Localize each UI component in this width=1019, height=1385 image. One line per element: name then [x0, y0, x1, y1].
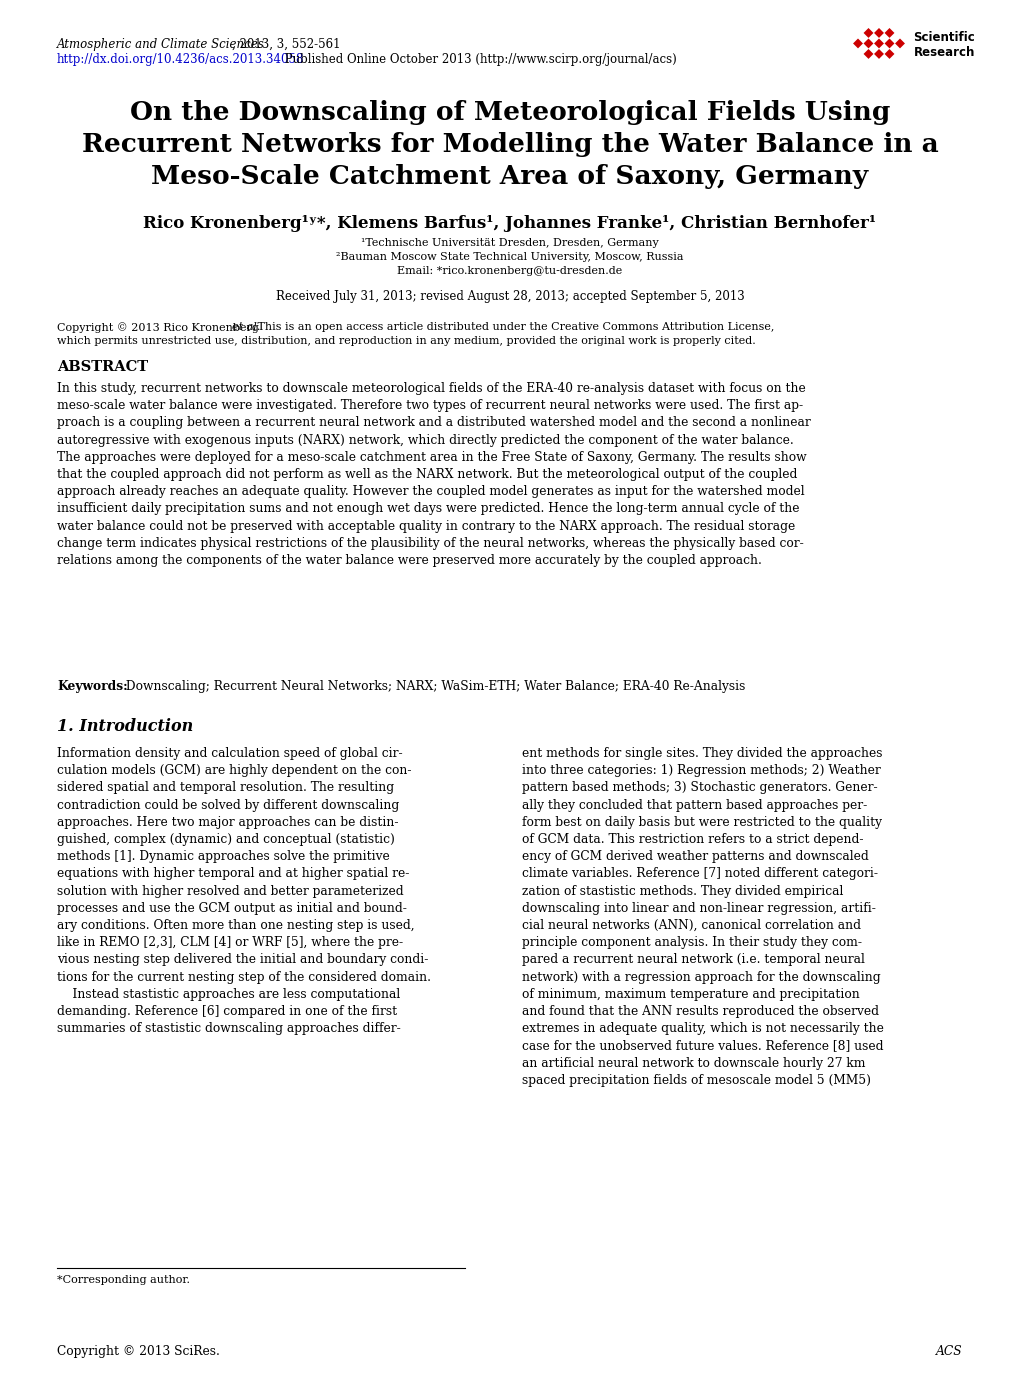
Text: , 2013, 3, 552-561: , 2013, 3, 552-561	[231, 37, 340, 51]
Polygon shape	[895, 39, 904, 48]
Polygon shape	[873, 48, 883, 60]
Polygon shape	[883, 48, 894, 60]
Text: Recurrent Networks for Modelling the Water Balance in a: Recurrent Networks for Modelling the Wat…	[82, 132, 937, 157]
Polygon shape	[863, 48, 872, 60]
Text: which permits unrestricted use, distribution, and reproduction in any medium, pr: which permits unrestricted use, distribu…	[57, 337, 755, 346]
Text: ²Bauman Moscow State Technical University, Moscow, Russia: ²Bauman Moscow State Technical Universit…	[336, 252, 683, 262]
Text: Rico Kronenberg¹ʸ*, Klemens Barfus¹, Johannes Franke¹, Christian Bernhofer¹: Rico Kronenberg¹ʸ*, Klemens Barfus¹, Joh…	[144, 215, 875, 233]
Text: On the Downscaling of Meteorological Fields Using: On the Downscaling of Meteorological Fie…	[129, 100, 890, 125]
Polygon shape	[863, 39, 872, 48]
Polygon shape	[873, 28, 883, 37]
Text: Atmospheric and Climate Sciences: Atmospheric and Climate Sciences	[57, 37, 265, 51]
Polygon shape	[873, 39, 883, 48]
Polygon shape	[883, 39, 894, 48]
Text: et al.: et al.	[231, 321, 260, 332]
Text: This is an open access article distributed under the Creative Commons Attributio: This is an open access article distribut…	[254, 321, 773, 332]
Text: Copyright © 2013 Rico Kronenberg: Copyright © 2013 Rico Kronenberg	[57, 321, 262, 332]
Text: In this study, recurrent networks to downscale meteorological fields of the ERA-: In this study, recurrent networks to dow…	[57, 382, 810, 566]
Text: Research: Research	[913, 46, 974, 60]
Text: 1. Introduction: 1. Introduction	[57, 717, 193, 735]
Polygon shape	[852, 39, 862, 48]
Text: Received July 31, 2013; revised August 28, 2013; accepted September 5, 2013: Received July 31, 2013; revised August 2…	[275, 289, 744, 303]
Text: Keywords:: Keywords:	[57, 680, 127, 692]
Text: Downscaling; Recurrent Neural Networks; NARX; WaSim-ETH; Water Balance; ERA-40 R: Downscaling; Recurrent Neural Networks; …	[122, 680, 745, 692]
Polygon shape	[883, 28, 894, 37]
Text: Copyright © 2013 SciRes.: Copyright © 2013 SciRes.	[57, 1345, 220, 1359]
Text: Email: *rico.kronenberg@tu-dresden.de: Email: *rico.kronenberg@tu-dresden.de	[397, 266, 622, 276]
Text: *Corresponding author.: *Corresponding author.	[57, 1276, 190, 1285]
Text: Scientific: Scientific	[913, 30, 974, 44]
Polygon shape	[863, 28, 872, 37]
Text: Information density and calculation speed of global cir-
culation models (GCM) a: Information density and calculation spee…	[57, 747, 431, 1035]
Text: ¹Technische Universität Dresden, Dresden, Germany: ¹Technische Universität Dresden, Dresden…	[361, 238, 658, 248]
Text: http://dx.doi.org/10.4236/acs.2013.34058: http://dx.doi.org/10.4236/acs.2013.34058	[57, 53, 304, 66]
Text: Published Online October 2013 (http://www.scirp.org/journal/acs): Published Online October 2013 (http://ww…	[280, 53, 676, 66]
Text: ent methods for single sites. They divided the approaches
into three categories:: ent methods for single sites. They divid…	[522, 747, 883, 1087]
Text: ACS: ACS	[935, 1345, 962, 1359]
Text: ABSTRACT: ABSTRACT	[57, 360, 148, 374]
Text: Meso-Scale Catchment Area of Saxony, Germany: Meso-Scale Catchment Area of Saxony, Ger…	[151, 163, 868, 188]
